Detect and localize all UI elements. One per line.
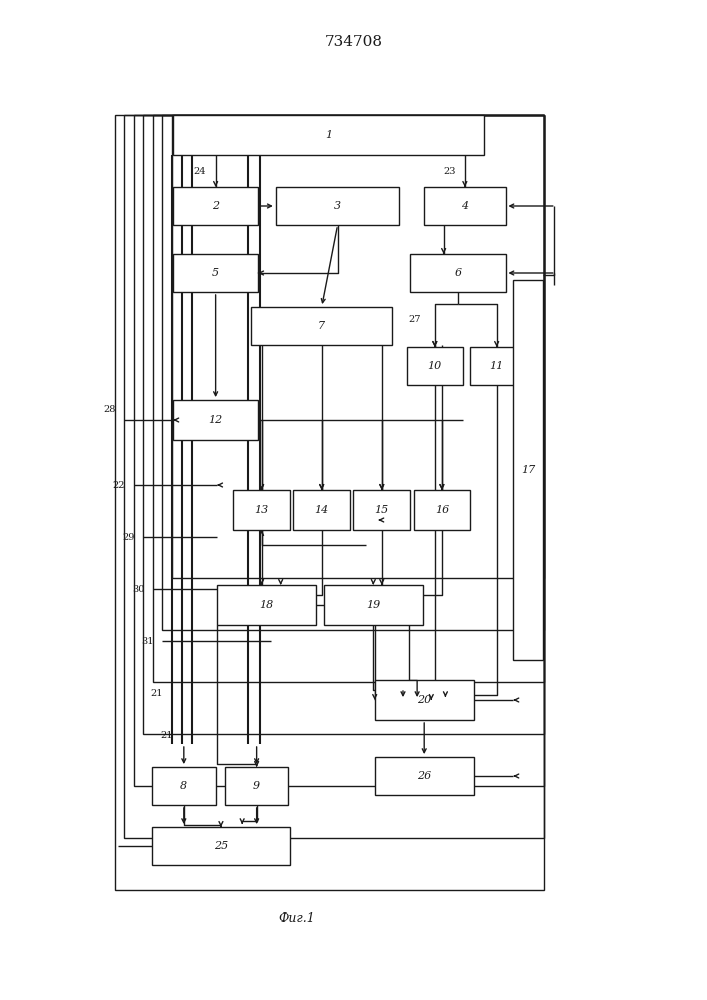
Bar <box>172 115 544 578</box>
Text: 11: 11 <box>489 361 504 371</box>
Text: 23: 23 <box>443 166 455 176</box>
Text: 1: 1 <box>325 130 332 140</box>
Text: 4: 4 <box>461 201 469 211</box>
Text: 26: 26 <box>417 771 431 781</box>
Text: 19: 19 <box>366 600 380 610</box>
Bar <box>173 187 258 225</box>
Bar <box>115 115 544 890</box>
Text: 30: 30 <box>132 584 144 593</box>
Text: 9: 9 <box>253 781 260 791</box>
Bar <box>324 585 423 625</box>
Text: 21: 21 <box>160 732 173 740</box>
Text: 16: 16 <box>435 505 449 515</box>
Bar <box>251 307 392 345</box>
Bar <box>134 115 544 786</box>
Text: 29: 29 <box>122 532 134 542</box>
Bar <box>470 347 523 385</box>
Text: 27: 27 <box>409 314 421 324</box>
Bar <box>407 347 463 385</box>
Bar <box>217 585 316 625</box>
Text: 7: 7 <box>318 321 325 331</box>
Bar <box>233 490 290 530</box>
Text: 2: 2 <box>212 201 219 211</box>
Text: 31: 31 <box>141 637 153 646</box>
Bar <box>293 490 350 530</box>
Text: 15: 15 <box>375 505 389 515</box>
Bar <box>410 254 506 292</box>
Text: 12: 12 <box>209 415 223 425</box>
Bar <box>162 115 544 630</box>
Text: 10: 10 <box>428 361 442 371</box>
Text: 24: 24 <box>194 166 206 176</box>
Text: Фиг.1: Фиг.1 <box>279 912 315 924</box>
Bar <box>513 280 543 660</box>
Text: 28: 28 <box>103 405 115 414</box>
Bar <box>375 757 474 795</box>
Text: 14: 14 <box>315 505 329 515</box>
Text: 25: 25 <box>214 841 228 851</box>
Bar <box>124 115 544 838</box>
Bar <box>143 115 544 734</box>
Bar <box>414 490 470 530</box>
Bar <box>173 400 258 440</box>
Text: 13: 13 <box>255 505 269 515</box>
Text: 20: 20 <box>417 695 431 705</box>
Text: 21: 21 <box>151 688 163 698</box>
Text: 6: 6 <box>454 268 462 278</box>
Bar <box>375 680 474 720</box>
Bar <box>152 767 216 805</box>
Bar <box>153 115 544 682</box>
Text: 734708: 734708 <box>325 35 382 49</box>
Text: 22: 22 <box>112 481 125 489</box>
Bar <box>424 187 506 225</box>
Text: 5: 5 <box>212 268 219 278</box>
Text: 8: 8 <box>180 781 187 791</box>
Bar <box>173 115 484 155</box>
Bar <box>225 767 288 805</box>
Bar <box>152 827 290 865</box>
Text: 18: 18 <box>259 600 274 610</box>
Bar <box>354 490 410 530</box>
Text: 3: 3 <box>334 201 341 211</box>
Text: 17: 17 <box>521 465 535 475</box>
Bar <box>173 254 258 292</box>
Bar <box>276 187 399 225</box>
